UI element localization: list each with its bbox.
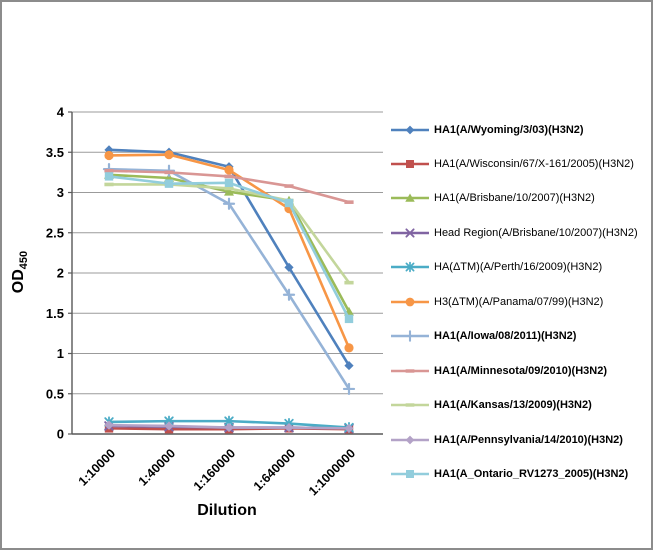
x-tick-label: 1:40000 bbox=[136, 446, 178, 488]
diamond-marker bbox=[344, 360, 354, 371]
y-tick-label: 4 bbox=[57, 105, 65, 120]
y-tick-label: 2.5 bbox=[46, 225, 64, 240]
dash-marker bbox=[164, 170, 174, 175]
circle-marker bbox=[164, 150, 174, 160]
x-axis-title: Dilution bbox=[197, 502, 257, 519]
diamond-marker bbox=[224, 422, 234, 433]
y-tick-label: 2 bbox=[57, 266, 64, 281]
diamond-marker bbox=[104, 420, 114, 430]
x-tick-label: 1:640000 bbox=[251, 446, 298, 493]
square-marker bbox=[224, 178, 234, 188]
diamond-marker bbox=[164, 421, 174, 431]
y-tick-label: 0 bbox=[57, 427, 64, 442]
diamond-marker bbox=[344, 423, 354, 433]
square-marker bbox=[344, 314, 354, 324]
circle-marker bbox=[224, 165, 234, 175]
dash-marker bbox=[224, 186, 234, 191]
diamond-marker bbox=[284, 262, 294, 272]
square-marker bbox=[104, 172, 114, 181]
triangle-marker bbox=[224, 186, 234, 196]
y-tick-label: 3 bbox=[57, 185, 64, 200]
square-marker bbox=[164, 179, 174, 188]
dash-marker bbox=[284, 184, 294, 188]
y-tick-label: 3.5 bbox=[46, 145, 64, 160]
dash-marker bbox=[224, 174, 234, 179]
circle-marker bbox=[104, 150, 114, 161]
y-axis-title-subscript: 450 bbox=[18, 250, 31, 270]
dash-marker bbox=[344, 200, 354, 204]
dash-marker bbox=[344, 280, 354, 285]
dash-marker bbox=[104, 168, 114, 173]
dash-marker bbox=[104, 182, 114, 187]
x-tick-label: 1:160000 bbox=[191, 446, 238, 493]
square-marker bbox=[284, 198, 294, 208]
y-axis-title: OD450 bbox=[10, 210, 34, 334]
x-tick-label: 1:10000 bbox=[76, 446, 118, 488]
y-axis-title-main: OD bbox=[10, 269, 27, 294]
y-tick-label: 0.5 bbox=[46, 386, 64, 401]
diamond-marker bbox=[284, 422, 294, 433]
y-tick-label: 1 bbox=[57, 346, 64, 361]
x-tick-label: 1:1000000 bbox=[306, 446, 358, 498]
y-tick-label: 1.5 bbox=[46, 306, 64, 321]
circle-marker bbox=[344, 343, 354, 353]
